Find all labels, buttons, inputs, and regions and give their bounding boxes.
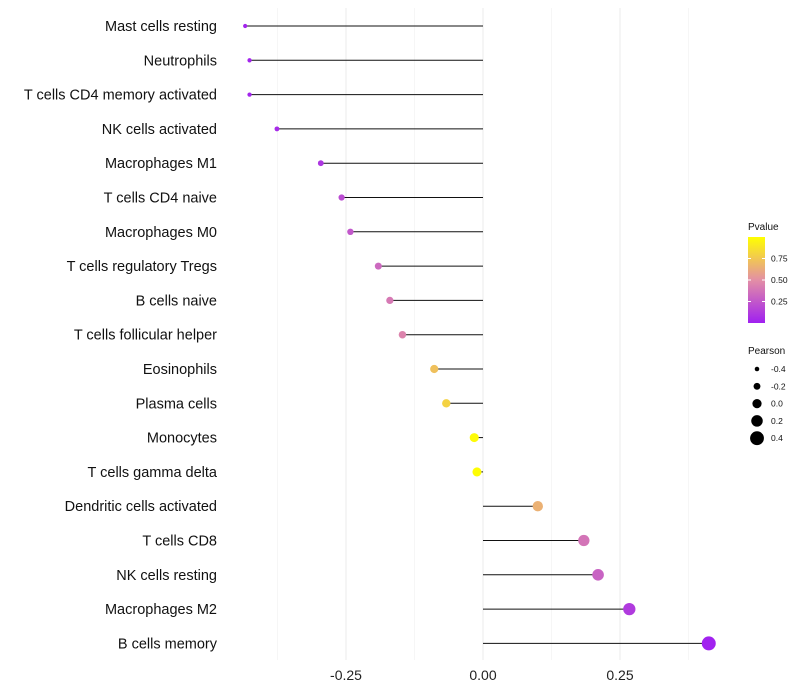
category-label: Eosinophils [143, 362, 217, 378]
point-eosinophils [430, 364, 439, 374]
point-t-cells-cd4-naive [338, 194, 345, 201]
point-b-cells-memory [701, 636, 716, 651]
size-legend-label: 0.2 [771, 416, 783, 426]
point-t-cells-gamma-delta [472, 467, 482, 477]
x-tick-label: -0.25 [330, 667, 362, 683]
x-tick-label: 0.25 [606, 667, 633, 683]
category-label: Dendritic cells activated [65, 499, 217, 515]
size-legend-key [752, 399, 762, 409]
point-t-cells-follicular-helper [398, 330, 407, 339]
point-t-cells-cd8 [578, 534, 590, 547]
size-legend-key [754, 366, 760, 372]
category-label: NK cells activated [102, 122, 217, 138]
category-label: Monocytes [147, 431, 217, 447]
category-label: T cells follicular helper [74, 328, 217, 344]
size-legend-title: Pearson [748, 346, 785, 357]
category-label: T cells CD4 memory activated [24, 88, 217, 104]
point-nk-cells-activated [274, 126, 280, 132]
x-tick-label: 0.00 [469, 667, 496, 683]
color-legend-title: Pvalue [748, 222, 779, 233]
point-t-cells-regulatory-tregs [374, 262, 382, 270]
color-legend-tick-label: 0.75 [771, 254, 788, 264]
color-legend-bar [748, 237, 765, 323]
category-label: T cells regulatory Tregs [67, 259, 217, 275]
point-dendritic-cells-activated [532, 501, 543, 512]
point-b-cells-naive [386, 296, 394, 305]
point-neutrophils [247, 58, 252, 63]
point-monocytes [469, 433, 479, 443]
size-legend-label: 0.0 [771, 399, 783, 409]
category-label: T cells CD8 [142, 534, 217, 550]
category-label: Neutrophils [144, 53, 217, 69]
point-macrophages-m0 [347, 228, 354, 235]
category-label: Macrophages M1 [105, 156, 217, 172]
category-label: T cells CD4 naive [104, 191, 217, 207]
color-legend-tick-label: 0.25 [771, 297, 788, 307]
color-legend-tick-label: 0.50 [771, 275, 788, 285]
category-label: Macrophages M0 [105, 225, 217, 241]
point-mast-cells-resting [243, 23, 248, 29]
category-label: Macrophages M2 [105, 602, 217, 618]
size-legend-key [751, 415, 763, 427]
point-nk-cells-resting [592, 568, 604, 581]
size-legend-key [753, 382, 761, 390]
category-label: B cells naive [136, 293, 217, 309]
point-macrophages-m1 [317, 160, 324, 167]
category-label: Mast cells resting [105, 19, 217, 35]
point-macrophages-m2 [623, 602, 636, 616]
size-legend-label: 0.4 [771, 433, 783, 443]
category-label: T cells gamma delta [88, 465, 218, 481]
category-label: NK cells resting [116, 568, 217, 584]
size-legend-label: -0.2 [771, 381, 786, 391]
category-label: B cells memory [118, 636, 218, 652]
size-legend-label: -0.4 [771, 364, 786, 374]
category-label: Plasma cells [136, 396, 217, 412]
point-plasma-cells [442, 399, 451, 408]
size-legend-key [750, 431, 764, 446]
point-t-cells-cd4-memory-activated [247, 92, 252, 97]
